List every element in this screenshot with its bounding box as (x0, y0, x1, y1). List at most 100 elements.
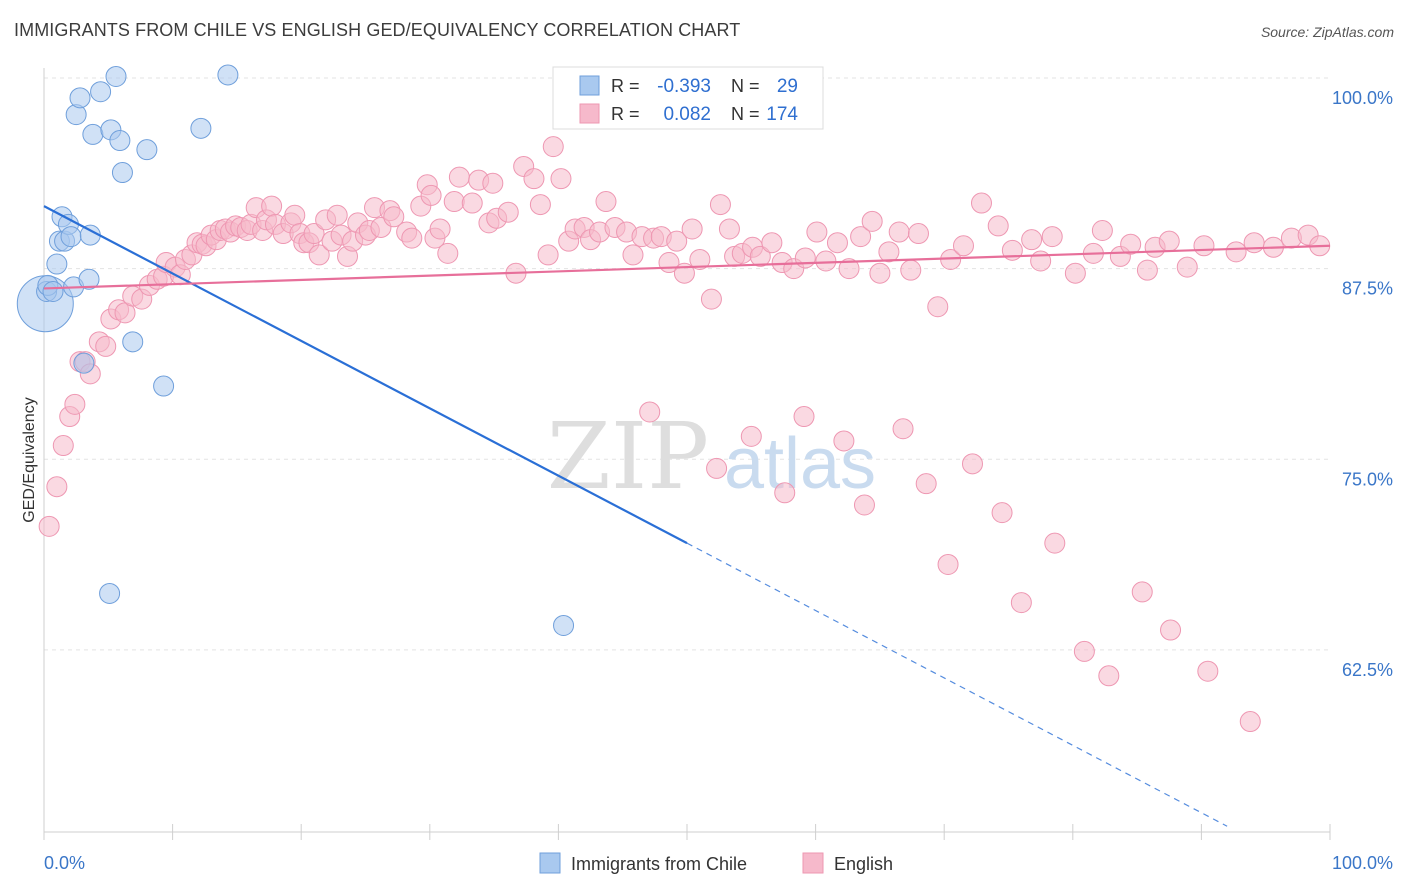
english-point (1030, 250, 1052, 272)
english-point (749, 245, 771, 267)
english-point (261, 195, 283, 217)
chile-point (136, 139, 158, 161)
english-point (529, 194, 551, 216)
english-point (1225, 241, 1247, 263)
english-point (448, 166, 470, 188)
chile-point (60, 226, 82, 248)
english-point (1010, 592, 1032, 614)
english-point (987, 215, 1009, 237)
english-point (1176, 256, 1198, 278)
english-point (497, 201, 519, 223)
chile-point (42, 281, 64, 302)
bottom-legend: Immigrants from Chile English (539, 852, 893, 874)
english-point (542, 136, 564, 158)
english-point (991, 502, 1013, 524)
english-point (815, 250, 837, 272)
english-point (1197, 660, 1219, 682)
english-point (793, 406, 815, 428)
english-point (952, 235, 974, 257)
english-point (1158, 230, 1180, 252)
english-point (838, 258, 860, 280)
chile-point (78, 268, 100, 290)
y-tick-labels: 100.0% 87.5% 75.0% 62.5% (1332, 88, 1393, 680)
english-point (833, 430, 855, 452)
chile-point (105, 65, 127, 87)
chile-point (109, 130, 131, 152)
english-point (64, 393, 86, 415)
chile-point (46, 253, 68, 275)
english-point (1073, 640, 1095, 662)
english-point (900, 259, 922, 281)
english-point (1091, 220, 1113, 241)
english-point (888, 221, 910, 243)
english-point (907, 223, 929, 245)
english-point (826, 232, 848, 254)
english-point (622, 244, 644, 266)
english-point (1064, 262, 1086, 284)
english-point (709, 194, 731, 216)
chile-point (90, 81, 112, 103)
english-point (308, 244, 330, 266)
english-point (550, 168, 572, 190)
english-point (95, 335, 117, 357)
chile-point (111, 162, 133, 184)
watermark-zip: ZIP (547, 403, 709, 510)
english-point (1193, 235, 1215, 257)
english-point (927, 296, 949, 318)
english-point (1098, 665, 1120, 687)
stats-r-value-chile: -0.393 (657, 76, 711, 97)
english-point (46, 476, 68, 498)
english-point (961, 453, 983, 475)
english-points (38, 136, 1331, 733)
trend-line-chile-extension (686, 542, 1228, 827)
chile-point (122, 331, 144, 353)
english-point (1044, 532, 1066, 554)
y-axis-title: GED/Equivalency (21, 397, 38, 522)
chile-point (153, 375, 175, 397)
english-point (853, 494, 875, 516)
english-point (429, 218, 451, 240)
english-point (869, 262, 891, 284)
english-point (639, 401, 661, 423)
english-point (482, 172, 504, 194)
chart-title: IMMIGRANTS FROM CHILE VS ENGLISH GED/EQU… (14, 20, 741, 40)
english-point (437, 242, 459, 264)
stats-swatch-english (579, 103, 600, 124)
chile-points (16, 64, 575, 636)
stats-r-label-chile: R = (611, 76, 640, 96)
english-point (892, 418, 914, 440)
stats-n-label-english: N = (731, 104, 760, 124)
english-point (523, 168, 545, 190)
english-point (38, 515, 60, 537)
chile-point (217, 64, 239, 86)
english-point (1136, 259, 1158, 281)
english-point (740, 425, 762, 447)
english-point (861, 210, 883, 232)
stats-r-value-english: 0.082 (663, 104, 711, 125)
chile-point (190, 117, 212, 139)
stats-n-label-chile: N = (731, 76, 760, 96)
english-point (52, 435, 74, 457)
gridlines (44, 77, 1330, 651)
y-tick-label: 62.5% (1342, 660, 1393, 680)
legend-label-english: English (834, 854, 893, 874)
stats-n-value-english: 174 (766, 104, 798, 125)
chile-point (82, 123, 104, 145)
english-point (1120, 233, 1142, 255)
english-point (915, 473, 937, 495)
english-point (706, 457, 728, 479)
source-credit: Source: ZipAtlas.com (1260, 24, 1394, 40)
english-point (794, 247, 816, 269)
x-tick-label-min: 0.0% (44, 853, 85, 873)
english-point (774, 482, 796, 504)
english-point (420, 184, 442, 206)
english-point (666, 230, 688, 252)
english-point (806, 221, 828, 243)
english-point (537, 244, 559, 266)
english-point (700, 288, 722, 310)
stats-r-label-english: R = (611, 104, 640, 124)
english-point (761, 232, 783, 254)
english-point (401, 227, 423, 249)
trend-lines (43, 205, 1331, 827)
